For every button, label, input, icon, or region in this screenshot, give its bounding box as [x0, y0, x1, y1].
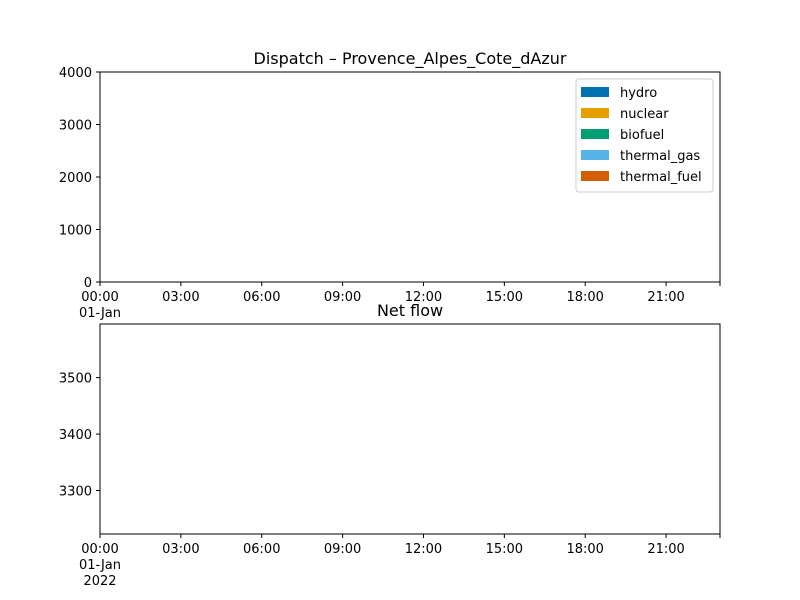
- legend-label-hydro: hydro: [620, 86, 657, 101]
- netflow-x-tick-label: 09:00: [324, 542, 361, 557]
- dispatch-x-tick-label: 18:00: [566, 290, 603, 305]
- dispatch-panel: Dispatch – Provence_Alpes_Cote_dAzur 00:…: [59, 49, 721, 321]
- netflow-title: Net flow: [377, 301, 443, 320]
- netflow-x-tick-sublabel: 01-Jan: [79, 558, 121, 573]
- legend-swatch-biofuel: [581, 129, 609, 139]
- dispatch-x-tick-label: 06:00: [243, 290, 280, 305]
- dispatch-x-tick-label: 00:00: [81, 290, 118, 305]
- dispatch-x-tick-sublabel: 01-Jan: [79, 306, 121, 321]
- netflow-x-tick-sublabel: 2022: [83, 574, 116, 589]
- dispatch-y-tick-label: 1000: [59, 224, 92, 239]
- dispatch-x-tick-label: 12:00: [405, 290, 442, 305]
- legend-swatch-hydro: [581, 87, 609, 97]
- legend-label-thermal_fuel: thermal_fuel: [620, 170, 702, 185]
- legend-swatch-nuclear: [581, 108, 609, 118]
- dispatch-x-tick-label: 21:00: [647, 290, 684, 305]
- netflow-x-tick-label: 21:00: [647, 542, 684, 557]
- legend-box: [575, 78, 714, 193]
- netflow-y-tick-label: 3400: [59, 428, 92, 443]
- legend-label-nuclear: nuclear: [620, 107, 669, 122]
- dispatch-y-tick-label: 4000: [59, 66, 92, 81]
- netflow-x-tick-label: 00:00: [81, 542, 118, 557]
- netflow-x-tick-label: 03:00: [162, 542, 199, 557]
- netflow-x-tick-label: 15:00: [486, 542, 523, 557]
- netflow-y-tick-label: 3500: [59, 372, 92, 387]
- netflow-y-tick-label: 3300: [59, 485, 92, 500]
- dispatch-x-tick-label: 03:00: [162, 290, 199, 305]
- dispatch-y-tick-label: 3000: [59, 119, 92, 134]
- dispatch-title: Dispatch – Provence_Alpes_Cote_dAzur: [254, 49, 567, 69]
- legend-swatch-thermal_gas: [581, 150, 609, 160]
- dispatch-x-tick-label: 09:00: [324, 290, 361, 305]
- legend-label-biofuel: biofuel: [620, 128, 664, 143]
- legend-label-thermal_gas: thermal_gas: [620, 149, 700, 164]
- dispatch-x-tick-label: 15:00: [486, 290, 523, 305]
- dispatch-y-tick-label: 0: [84, 276, 92, 291]
- netflow-axes-frame: [99, 323, 721, 535]
- netflow-x-tick-label: 12:00: [405, 542, 442, 557]
- legend-swatch-thermal_fuel: [581, 171, 609, 181]
- dispatch-y-tick-label: 2000: [59, 171, 92, 186]
- netflow-x-tick-label: 06:00: [243, 542, 280, 557]
- dispatch-legend: hydro nuclear biofuel thermal_gas thermal_fu…: [575, 78, 714, 193]
- netflow-x-tick-label: 18:00: [566, 542, 603, 557]
